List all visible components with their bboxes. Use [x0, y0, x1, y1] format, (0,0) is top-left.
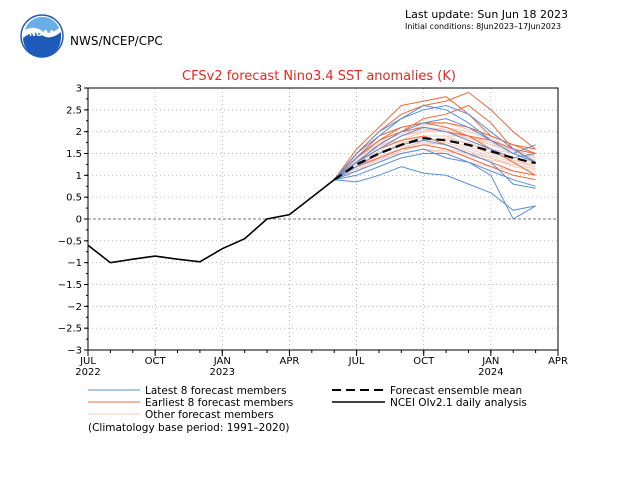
legend-label-latest: Latest 8 forecast members: [145, 385, 286, 397]
y-tick-label: −2.5: [58, 324, 82, 335]
agency-label: NWS/NCEP/CPC: [70, 34, 163, 48]
y-tick-label: −3: [67, 346, 82, 357]
y-tick-label: 0: [76, 215, 82, 226]
x-tick-label: APR: [548, 356, 568, 367]
x-tick-year: 2022: [75, 367, 100, 378]
analysis-line-group: [87, 179, 335, 264]
last-update: Last update: Sun Jun 18 2023: [405, 8, 568, 21]
other-member-line: [333, 142, 536, 181]
latest-member-line: [333, 139, 536, 189]
legend-label-mean: Forecast ensemble mean: [390, 385, 522, 397]
legend-label-earliest: Earliest 8 forecast members: [145, 397, 293, 409]
earliest-member-line: [333, 96, 536, 180]
x-tick-label: JAN: [481, 356, 499, 367]
latest-member-line: [333, 118, 536, 181]
y-tick-label: −1.5: [58, 280, 82, 291]
y-tick-label: −1: [67, 258, 82, 269]
x-tick-year: 2023: [210, 367, 235, 378]
latest-member-line: [334, 153, 536, 187]
y-tick-label: 1.5: [66, 149, 82, 160]
y-tick-label: 3: [76, 84, 82, 95]
noaa-logo: NOAA: [20, 14, 64, 58]
x-tick-label: OCT: [145, 356, 167, 367]
y-tick-label: 0.5: [66, 193, 82, 204]
legend-label-analysis: NCEI OIv2.1 daily analysis: [390, 397, 527, 409]
latest-members-lines: [333, 104, 536, 220]
y-axis: 3 2.5 2 1.5 1 0.5 0 −0.5 −1 −1.5 −2 −2.5 −3: [58, 84, 88, 357]
y-tick-label: −2: [67, 302, 82, 313]
x-tick-label: JUL: [348, 356, 365, 367]
other-member-line: [333, 122, 536, 181]
y-tick-label: 1: [76, 171, 82, 182]
y-tick-label: 2.5: [66, 105, 82, 116]
y-tick-label: −0.5: [58, 236, 82, 247]
chart-title: CFSv2 forecast Nino3.4 SST anomalies (K): [182, 69, 456, 84]
latest-member-line: [334, 166, 536, 211]
latest-member-line: [333, 126, 536, 181]
noaa-logo-text: NOAA: [29, 29, 55, 38]
x-tick-label: JUL: [79, 356, 96, 367]
x-tick-year: 2024: [478, 367, 503, 378]
legend-label-other: Other forecast members: [145, 409, 274, 421]
legend: Latest 8 forecast members Earliest 8 for…: [88, 385, 527, 434]
analysis-line: [87, 179, 335, 264]
climatology-note: (Climatology base period: 1991–2020): [88, 422, 290, 434]
x-tick-label: APR: [280, 356, 300, 367]
initial-conditions: Initial conditions: 8Jun2023–17Jun2023: [405, 22, 562, 31]
y-tick-label: 2: [76, 127, 82, 138]
grid: [88, 88, 558, 350]
earliest-member-line: [333, 144, 536, 181]
x-tick-label: OCT: [413, 356, 435, 367]
x-tick-label: JAN: [213, 356, 231, 367]
